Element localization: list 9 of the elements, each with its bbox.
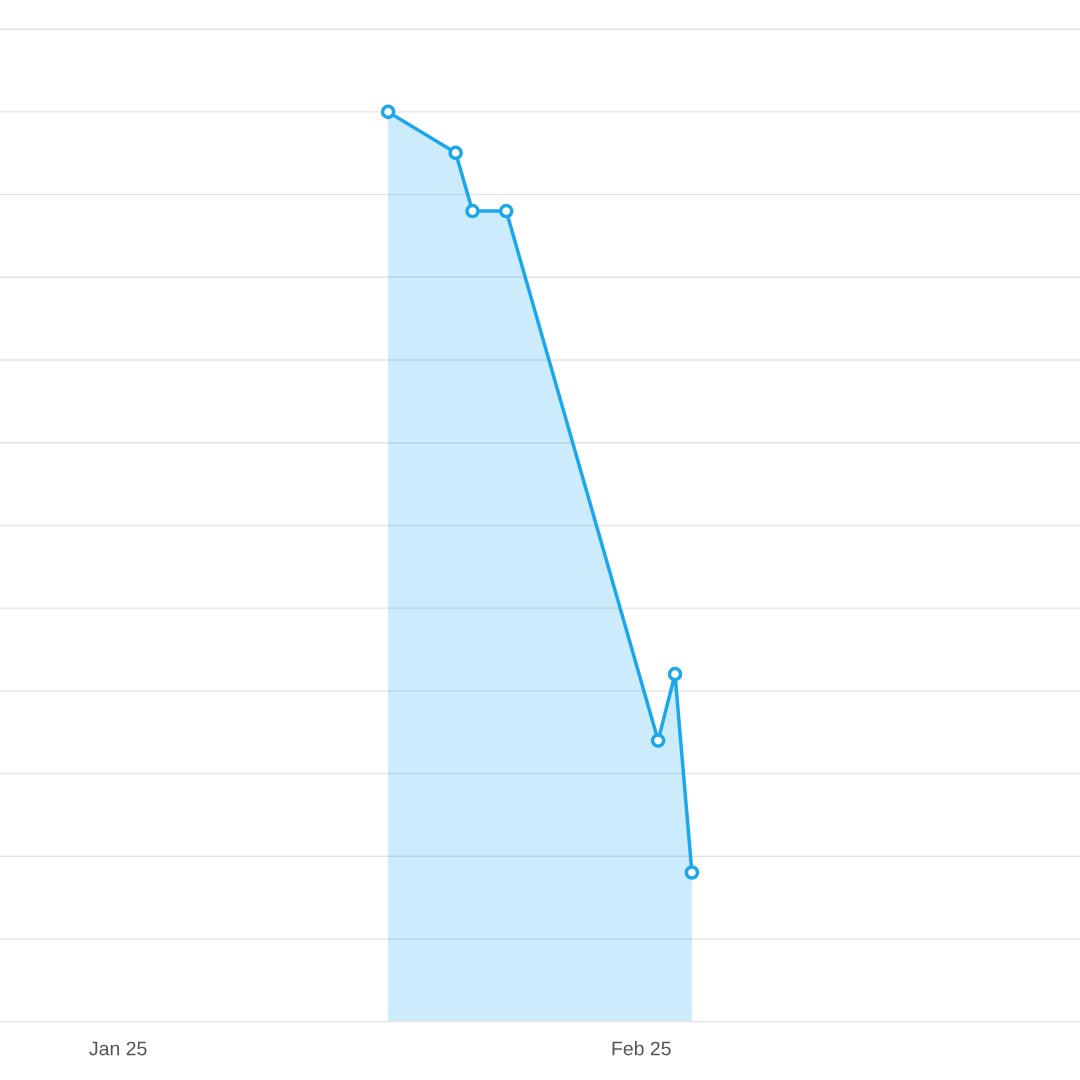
point	[684, 865, 700, 880]
point	[667, 666, 683, 682]
point	[465, 203, 480, 219]
point	[380, 104, 396, 120]
x-tick-label: Jan 25	[89, 1041, 147, 1056]
x-tick-label: Feb 25	[612, 1041, 671, 1056]
point	[498, 203, 514, 219]
point	[650, 733, 666, 748]
point	[448, 145, 463, 161]
